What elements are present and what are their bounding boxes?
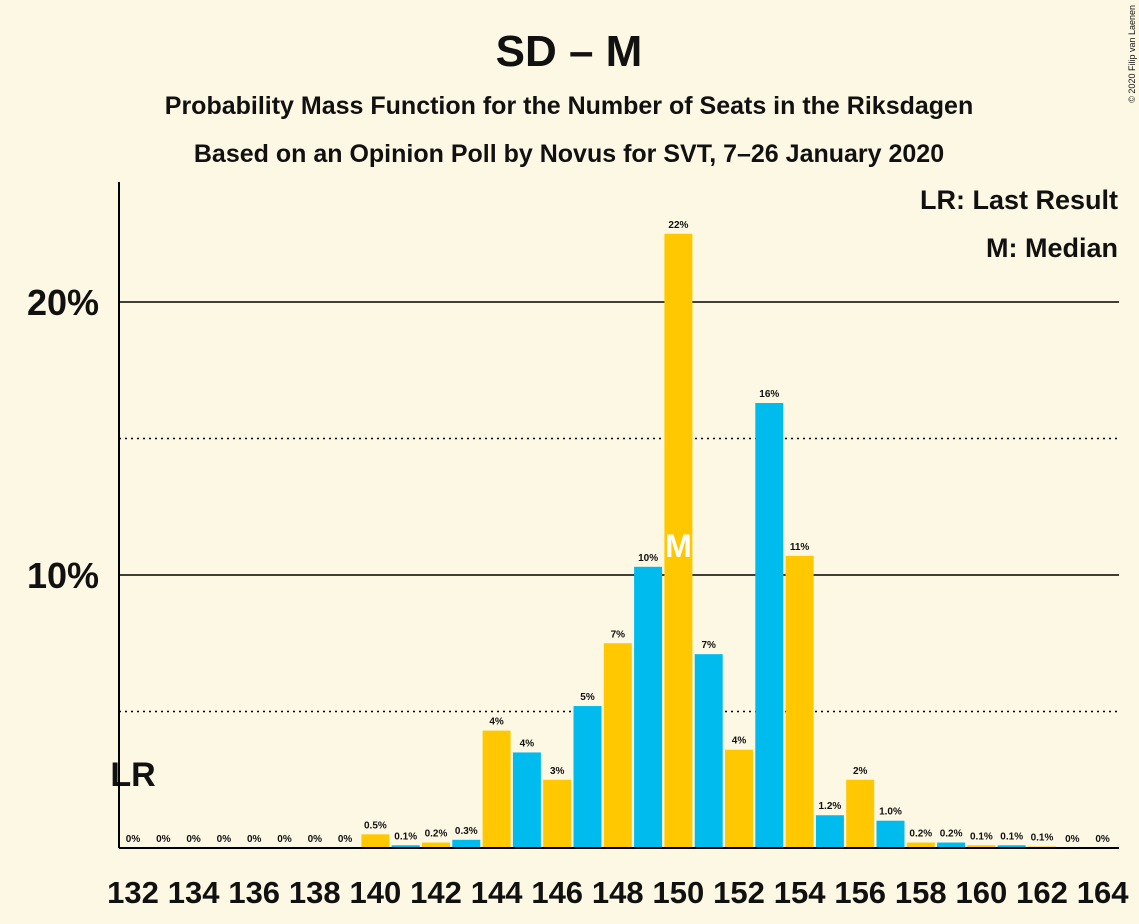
bar-147 xyxy=(573,706,602,848)
bar-144 xyxy=(482,730,511,848)
x-axis-ticks: 132 134 136 138 140 142 144 146 148 150 152 154 156 1… xyxy=(107,875,1129,910)
data-label-140: 0.5% xyxy=(364,820,387,831)
x-tick-label: 140 xyxy=(350,875,402,910)
x-tick-label: 144 xyxy=(471,875,523,910)
data-label-161: 0.1% xyxy=(1000,831,1023,842)
data-label-136: 0% xyxy=(247,834,262,845)
data-label-151: 7% xyxy=(701,640,716,651)
x-tick-label: 164 xyxy=(1077,875,1129,910)
bar-154 xyxy=(785,555,814,848)
bar-161 xyxy=(997,845,1026,848)
x-tick-label: 138 xyxy=(289,875,341,910)
data-label-153: 16% xyxy=(759,389,779,400)
data-label-162: 0.1% xyxy=(1031,833,1054,844)
data-label-141: 0.1% xyxy=(394,831,417,842)
bar-146 xyxy=(543,779,572,848)
bar-149 xyxy=(634,566,663,848)
x-tick-label: 154 xyxy=(774,875,826,910)
data-label-137: 0% xyxy=(277,834,292,845)
data-labels: 0% 0% 0% 0% 0% 0% 0% 0% 0.5% 0.1% 0.2% 0.3% 4% 4% 3% 5%… xyxy=(126,220,1110,845)
bar-141 xyxy=(391,845,420,848)
x-tick-label: 158 xyxy=(895,875,947,910)
last-result-marker: LR xyxy=(110,756,155,794)
bar-143 xyxy=(452,839,481,848)
median-marker: M xyxy=(665,528,692,564)
data-label-133: 0% xyxy=(156,834,171,845)
bar-157 xyxy=(876,820,905,848)
bar-150 xyxy=(664,233,693,848)
data-label-157: 1.0% xyxy=(879,807,902,818)
x-tick-label: 132 xyxy=(107,875,159,910)
y-tick-label: 10% xyxy=(27,555,99,596)
x-tick-label: 150 xyxy=(653,875,705,910)
x-tick-label: 148 xyxy=(592,875,644,910)
x-tick-label: 152 xyxy=(713,875,765,910)
data-label-156: 2% xyxy=(853,766,868,777)
data-label-132: 0% xyxy=(126,834,141,845)
x-tick-label: 162 xyxy=(1016,875,1068,910)
x-tick-label: 142 xyxy=(410,875,462,910)
bar-159 xyxy=(937,842,966,848)
y-axis-ticks: 10% 20% xyxy=(27,282,99,596)
data-label-149: 10% xyxy=(638,553,658,564)
data-label-135: 0% xyxy=(217,834,232,845)
data-label-134: 0% xyxy=(186,834,201,845)
bar-158 xyxy=(906,842,935,848)
data-label-155: 1.2% xyxy=(819,801,842,812)
data-label-160: 0.1% xyxy=(970,831,993,842)
bar-155 xyxy=(815,815,844,848)
bar-148 xyxy=(603,643,632,848)
chart-title: SD – M xyxy=(496,27,643,76)
data-label-154: 11% xyxy=(790,542,810,553)
bar-151 xyxy=(694,654,723,848)
data-label-148: 7% xyxy=(611,629,626,640)
chart-subtitle-poll: Based on an Opinion Poll by Novus for SV… xyxy=(194,140,944,168)
y-tick-label: 20% xyxy=(27,282,99,323)
chart-subtitle: Probability Mass Function for the Number… xyxy=(165,92,973,120)
data-label-139: 0% xyxy=(338,834,353,845)
data-label-159: 0.2% xyxy=(940,829,963,840)
x-tick-label: 156 xyxy=(834,875,886,910)
data-label-145: 4% xyxy=(520,738,535,749)
data-label-147: 5% xyxy=(580,692,595,703)
bar-152 xyxy=(725,749,753,848)
x-tick-label: 134 xyxy=(168,875,220,910)
x-tick-label: 136 xyxy=(228,875,280,910)
bar-145 xyxy=(512,752,541,848)
x-tick-label: 146 xyxy=(531,875,583,910)
markers: M LR xyxy=(110,528,691,794)
data-label-158: 0.2% xyxy=(909,829,932,840)
data-label-163: 0% xyxy=(1065,834,1080,845)
data-label-164: 0% xyxy=(1095,834,1110,845)
bars xyxy=(361,233,1056,848)
bar-156 xyxy=(846,779,875,848)
data-label-138: 0% xyxy=(308,834,323,845)
legend-last-result: LR: Last Result xyxy=(920,185,1118,215)
bar-140 xyxy=(361,834,390,848)
data-label-152: 4% xyxy=(732,736,747,747)
copyright-note: © 2020 Filip van Laenen xyxy=(1127,5,1137,103)
bar-142 xyxy=(422,842,450,848)
data-label-150: 22% xyxy=(668,220,688,231)
bar-160 xyxy=(967,845,996,848)
legend-median: M: Median xyxy=(986,233,1118,263)
data-label-142: 0.2% xyxy=(425,829,448,840)
x-tick-label: 160 xyxy=(956,875,1008,910)
data-label-146: 3% xyxy=(550,766,565,777)
bar-153 xyxy=(755,403,784,848)
data-label-143: 0.3% xyxy=(455,826,478,837)
data-label-144: 4% xyxy=(489,717,504,728)
